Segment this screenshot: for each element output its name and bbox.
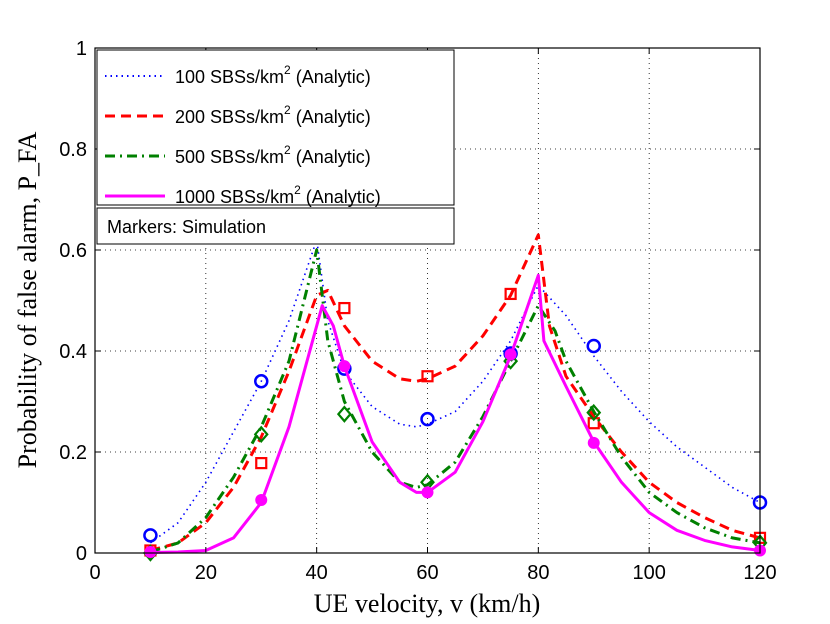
y-axis-label: Probability of false alarm, P_FA — [13, 131, 42, 468]
sim-marker — [421, 370, 434, 383]
x-tick-label: 20 — [195, 562, 217, 584]
series-line — [149, 248, 761, 554]
sim-marker — [338, 360, 351, 373]
sim-marker — [253, 425, 269, 444]
y-tick-label: 0.2 — [59, 442, 87, 464]
legend-label: 1000 SBSs/km2 (Analytic) — [175, 183, 381, 207]
sim-marker — [504, 287, 517, 301]
y-tick-label: 0 — [76, 543, 87, 565]
x-tick-label: 60 — [416, 562, 438, 584]
simulation-note: Markers: Simulation — [107, 217, 266, 237]
x-tick-label: 120 — [743, 562, 776, 584]
sim-marker — [586, 403, 602, 422]
series-line — [150, 233, 761, 552]
y-tick-label: 0.8 — [59, 139, 87, 161]
sim-marker — [586, 338, 601, 354]
x-tick-label: 0 — [89, 562, 100, 584]
y-tick-label: 0.6 — [59, 240, 87, 262]
sim-marker — [504, 348, 517, 361]
sim-marker — [143, 528, 158, 543]
sim-marker — [144, 545, 157, 558]
sim-marker — [587, 436, 600, 449]
sim-marker — [255, 457, 268, 470]
legend-label: 100 SBSs/km2 (Analytic) — [175, 63, 371, 87]
sim-marker — [255, 493, 268, 506]
y-tick-label: 1 — [76, 38, 87, 60]
legend-box — [96, 49, 455, 206]
series-layer — [142, 233, 768, 562]
x-tick-label: 80 — [527, 562, 549, 584]
series-line — [149, 239, 761, 544]
x-tick-label: 40 — [306, 562, 328, 584]
legend: 100 SBSs/km2 (Analytic) 200 SBSs/km2 (Ana… — [96, 49, 455, 207]
sim-marker — [421, 486, 434, 499]
simulation-note-box: Markers: Simulation — [96, 207, 455, 245]
sim-marker — [336, 405, 352, 423]
axis-ticks: 0 20 40 60 80 100 120 0 0.2 0.4 0.6 0.8 1 — [59, 38, 777, 584]
y-tick-label: 0.4 — [59, 341, 87, 363]
series-4 — [144, 273, 766, 558]
sim-marker — [254, 374, 269, 389]
legend-label: 200 SBSs/km2 (Analytic) — [175, 103, 371, 127]
legend-label: 500 SBSs/km2 (Analytic) — [175, 143, 371, 167]
sim-marker — [420, 411, 435, 427]
x-axis-label: UE velocity, v (km/h) — [314, 589, 540, 618]
x-tick-label: 100 — [632, 562, 665, 584]
sim-marker — [338, 301, 351, 315]
